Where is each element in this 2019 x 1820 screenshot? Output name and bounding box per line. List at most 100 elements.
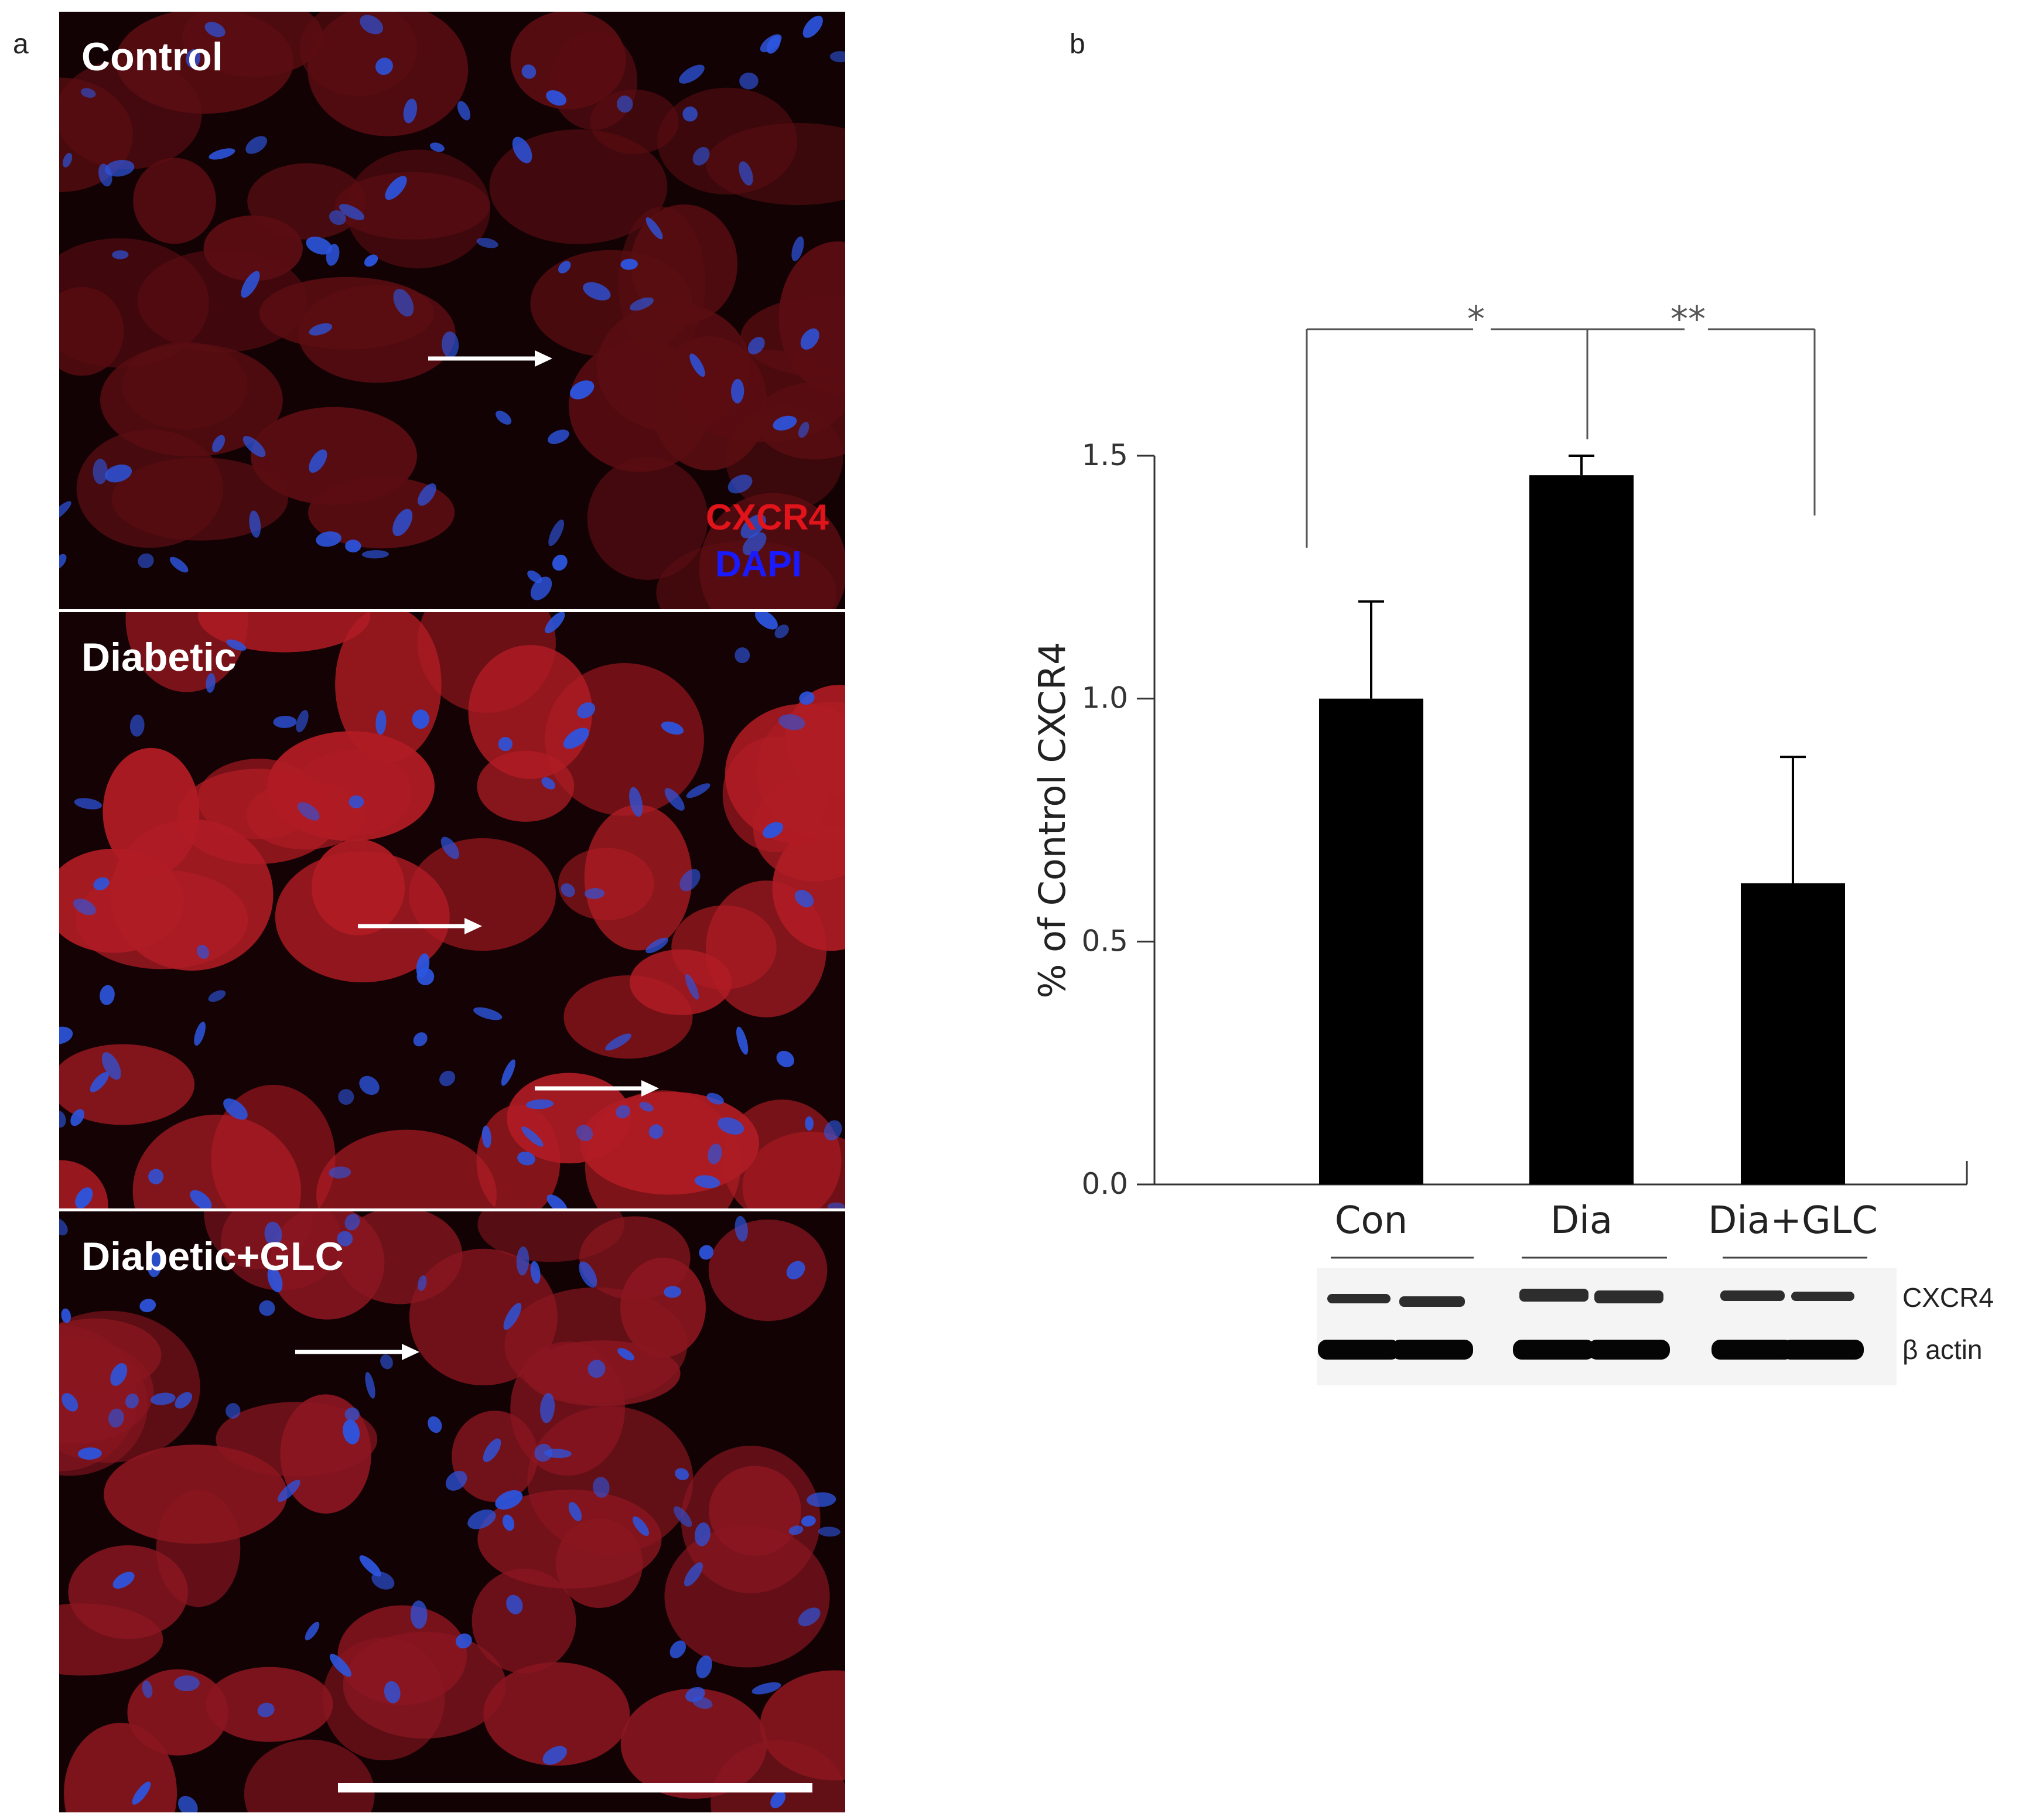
nucleus xyxy=(645,217,663,240)
nucleus xyxy=(664,1286,682,1298)
nucleus xyxy=(476,237,498,248)
cell xyxy=(408,838,556,951)
cell xyxy=(59,1044,194,1125)
cell xyxy=(346,149,491,269)
nucleus xyxy=(360,15,384,35)
cell xyxy=(59,1603,163,1676)
nucleus xyxy=(305,1621,320,1641)
nucleus xyxy=(818,1527,841,1537)
cell xyxy=(76,429,223,548)
nucleus xyxy=(150,1392,176,1405)
blot-band-cxcr4 xyxy=(1327,1294,1391,1303)
nucleus xyxy=(59,1218,68,1235)
nucleus xyxy=(669,1640,686,1658)
y-tick-label: 1.5 xyxy=(1081,438,1128,472)
micrograph-title: Diabetic+GLC xyxy=(81,1234,344,1279)
nucleus xyxy=(629,787,643,817)
nucleus xyxy=(648,1124,664,1139)
nucleus xyxy=(679,869,701,892)
nucleus xyxy=(59,501,71,521)
nucleus xyxy=(558,261,571,274)
nucleus xyxy=(534,1443,553,1462)
nucleus xyxy=(503,1303,522,1330)
nucleus xyxy=(682,106,698,122)
nucleus xyxy=(361,550,390,559)
nucleus xyxy=(546,90,567,106)
cell xyxy=(59,1160,108,1208)
nucleus xyxy=(673,1506,692,1527)
nucleus xyxy=(718,1117,744,1135)
nucleus xyxy=(316,531,341,547)
nucleus xyxy=(583,282,611,301)
nucleus xyxy=(563,728,589,749)
cell xyxy=(620,1688,767,1799)
nucleus xyxy=(807,1492,836,1507)
nucleus xyxy=(125,1393,139,1409)
nucleus xyxy=(770,1791,786,1808)
nucleus xyxy=(788,1525,804,1535)
nucleus xyxy=(696,1655,712,1679)
nucleus xyxy=(277,1480,300,1502)
nucleus xyxy=(80,88,96,98)
nucleus xyxy=(694,1175,720,1189)
bar-chart: 0.00.51.01.5% of Control CXCR4 * ** Con Di… xyxy=(1031,299,1968,1385)
nucleus xyxy=(209,148,235,160)
y-tick-label: 0.0 xyxy=(1081,1167,1128,1201)
blot-band-cxcr4 xyxy=(1791,1292,1854,1301)
nucleus xyxy=(343,1419,360,1445)
cell xyxy=(59,287,124,376)
cell xyxy=(100,343,283,457)
nucleus xyxy=(692,146,710,166)
nucleus xyxy=(70,1109,84,1126)
cell xyxy=(558,848,654,920)
nucleus xyxy=(416,953,430,978)
nucleus xyxy=(75,1187,93,1208)
nucleus xyxy=(63,152,73,168)
nucleus xyxy=(774,624,789,638)
nucleus xyxy=(206,673,216,693)
nucleus xyxy=(77,1447,102,1460)
nucleus xyxy=(496,411,512,425)
nucleus xyxy=(148,1169,164,1184)
nucleus xyxy=(212,435,226,453)
nucleus xyxy=(763,822,784,839)
nucleus xyxy=(385,176,407,200)
nucleus xyxy=(569,380,595,399)
legend-dapi: DAPI xyxy=(715,544,802,585)
cell xyxy=(587,457,708,581)
cell xyxy=(483,1662,630,1766)
nucleus xyxy=(418,1275,427,1291)
nucleus xyxy=(326,244,340,266)
nucleus xyxy=(692,1696,713,1709)
nucleus xyxy=(439,1070,456,1087)
nucleus xyxy=(751,1682,781,1695)
cell xyxy=(489,129,668,244)
arrow xyxy=(295,1344,419,1360)
nucleus xyxy=(108,1408,124,1428)
nucleus xyxy=(338,1089,354,1105)
nucleus xyxy=(147,1249,162,1278)
cell xyxy=(299,12,418,97)
cell xyxy=(104,1445,288,1544)
nucleus xyxy=(337,1231,353,1247)
nucleus xyxy=(798,422,809,438)
nucleus xyxy=(110,1363,128,1386)
nucleus xyxy=(630,297,654,311)
cell xyxy=(316,1129,497,1208)
nucleus xyxy=(129,714,145,737)
cell xyxy=(197,759,320,839)
x-tick-label: Con xyxy=(1335,1199,1408,1242)
nucleus xyxy=(329,1166,351,1179)
nucleus xyxy=(410,1600,428,1629)
nucleus xyxy=(329,1654,351,1677)
nucleus xyxy=(412,709,429,729)
nucleus xyxy=(664,788,685,811)
blot-band-actin xyxy=(1513,1340,1595,1360)
nucleus xyxy=(685,974,699,1000)
nucleus xyxy=(802,15,823,38)
nucleus xyxy=(467,1509,496,1529)
nucleus xyxy=(481,1125,491,1148)
nucleus xyxy=(675,1468,689,1480)
nucleus xyxy=(617,1348,635,1361)
blot-band-cxcr4 xyxy=(1594,1290,1663,1303)
